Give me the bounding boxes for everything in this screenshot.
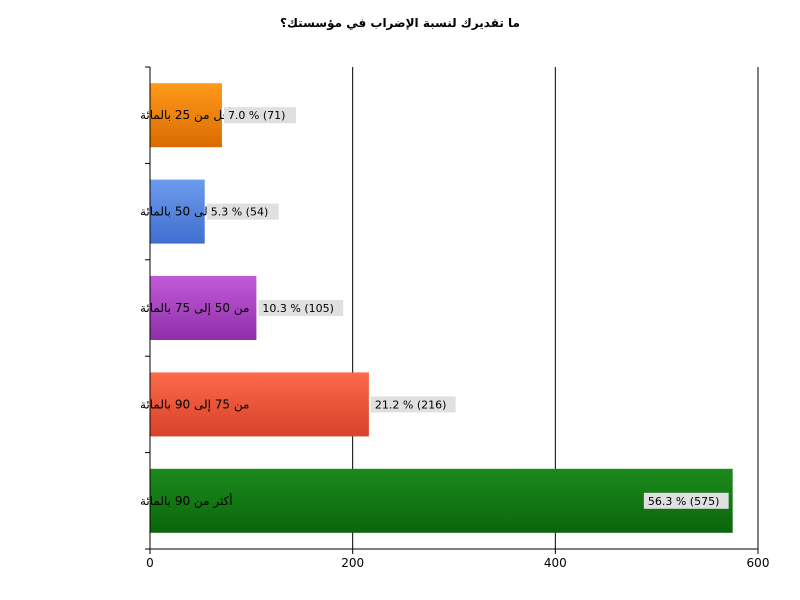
data-label: 7.0 % (71)	[228, 109, 286, 122]
x-tick-label: 0	[146, 556, 154, 570]
data-label: 10.3 % (105)	[262, 302, 334, 315]
grid-lines	[352, 67, 759, 549]
category-label: من 75 إلى 90 بالمائة	[140, 397, 249, 412]
data-label-box	[643, 492, 729, 509]
bar	[150, 276, 257, 340]
x-tick-label: 600	[747, 556, 770, 570]
axes	[145, 66, 759, 554]
data-label-box	[206, 203, 279, 220]
data-label-box	[370, 396, 456, 413]
category-label: من 50 إلى 75 بالمائة	[140, 301, 249, 316]
bars	[150, 83, 733, 533]
x-tick-label: 400	[544, 556, 567, 570]
bar	[150, 83, 222, 148]
data-label: 21.2 % (216)	[375, 398, 447, 411]
chart-title: ما تقديرك لنسبة الإضراب في مؤسستك؟	[280, 16, 520, 30]
bar	[150, 179, 205, 244]
x-tick-label: 200	[341, 556, 364, 570]
data-label: 56.3 % (575)	[648, 495, 720, 508]
bar	[150, 468, 733, 533]
data-label-box	[223, 107, 296, 124]
data-label: 5.3 % (54)	[211, 206, 269, 219]
bar	[150, 372, 369, 437]
category-label: أكثر من 90 بالمائة	[140, 493, 233, 509]
data-label-box	[258, 300, 344, 316]
category-label: أقل من 25 بالمائة	[140, 107, 231, 123]
